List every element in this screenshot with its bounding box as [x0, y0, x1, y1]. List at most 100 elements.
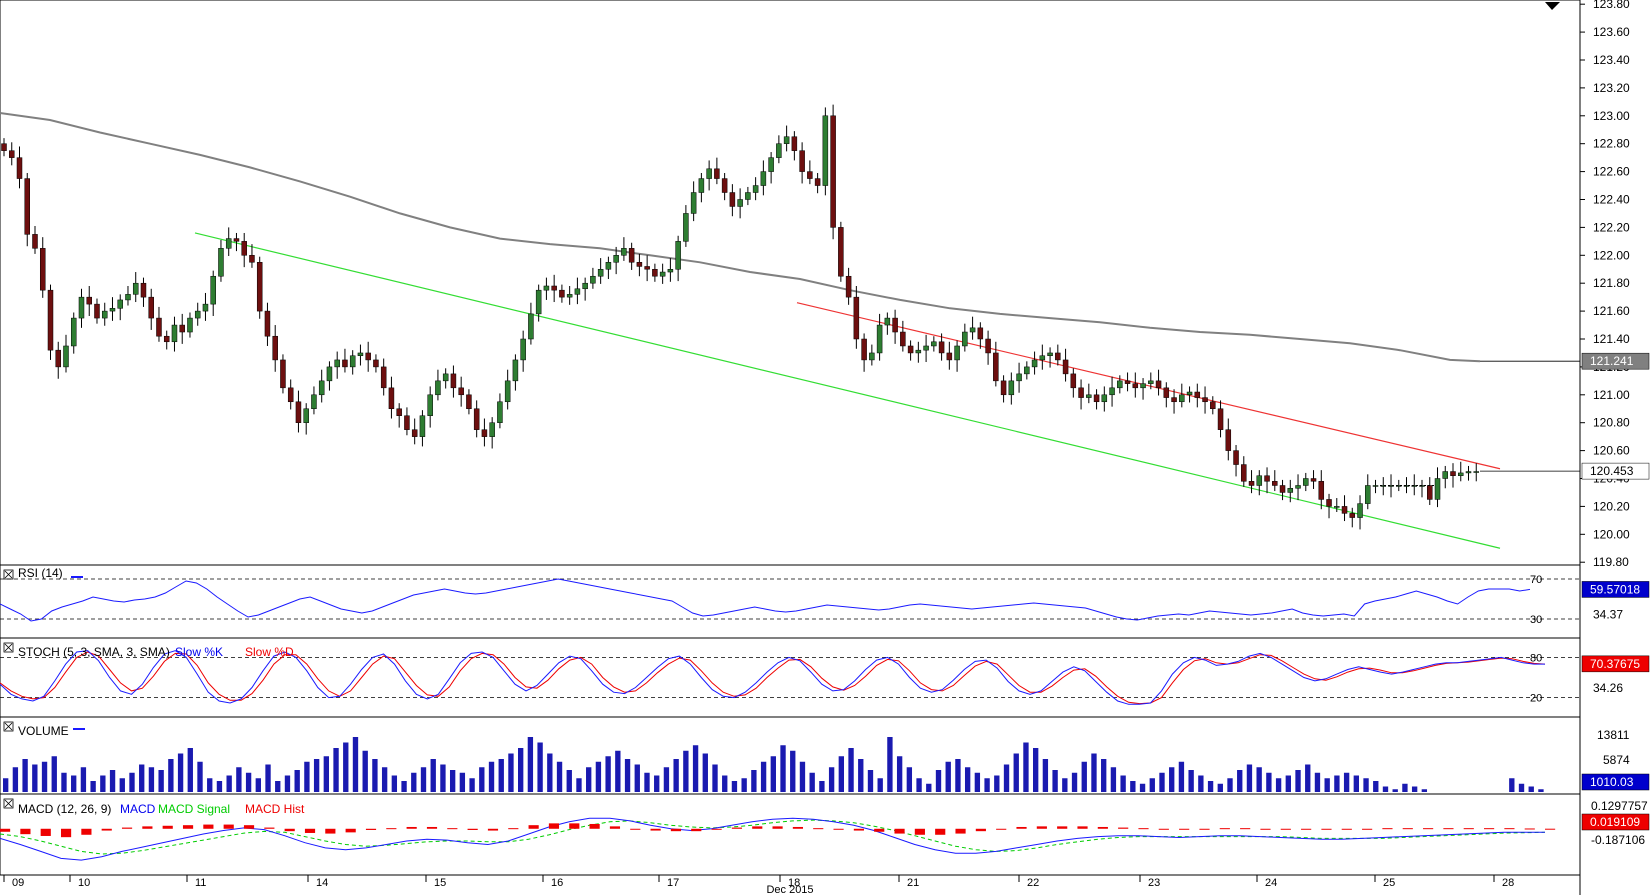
macd-hist-bar — [1260, 828, 1271, 830]
candle — [613, 255, 619, 263]
volume-bar — [275, 781, 281, 792]
macd-hist-bar — [548, 823, 560, 829]
candle — [1194, 391, 1201, 398]
macd-hist-bar — [955, 828, 966, 834]
volume-bar — [323, 756, 330, 792]
candle — [70, 317, 77, 347]
candle — [47, 289, 54, 351]
macd-signal-line — [0, 819, 1546, 855]
volume-bar — [867, 770, 874, 792]
rsi-panel-frame — [0, 564, 1581, 639]
macd-hist-bar — [1077, 826, 1088, 829]
macd-hist-bar — [792, 826, 803, 829]
macd-hist-bar — [691, 828, 702, 832]
rsi-value-label: 59.57018 — [1590, 582, 1640, 596]
macd-hist-bar — [345, 828, 356, 833]
candle — [535, 289, 542, 315]
volume-bar — [80, 767, 87, 792]
macd-hist-bar — [1179, 828, 1190, 830]
macd-hist-bar — [243, 825, 255, 829]
candle — [24, 178, 30, 235]
macd-hist-bar — [1545, 828, 1556, 830]
x-tick-label: 21 — [907, 877, 919, 889]
candle — [295, 401, 302, 423]
stoch-value-label: 70.37675 — [1590, 657, 1640, 671]
volume-bar — [1275, 778, 1282, 792]
volume-bar — [1334, 775, 1340, 792]
volume-bar — [1343, 772, 1350, 792]
y-tick-label: 123.00 — [1593, 109, 1630, 123]
macd-hist-bar — [467, 828, 478, 830]
macd-hist-bar — [1016, 826, 1027, 829]
stoch-legend-slow-k: Slow %K — [175, 645, 223, 659]
volume-bar — [1207, 781, 1214, 792]
candle — [1256, 475, 1263, 486]
candle — [551, 285, 557, 291]
volume-bar — [381, 767, 388, 792]
candle — [504, 380, 511, 403]
macd-hist-bar — [975, 828, 986, 832]
candle — [442, 373, 449, 382]
candle — [1272, 481, 1278, 486]
macd-hist-bar — [1524, 828, 1535, 830]
candle — [1427, 485, 1433, 500]
candle — [210, 275, 216, 305]
macd-hist-bar — [1138, 828, 1149, 830]
candle — [1241, 464, 1247, 482]
volume-bar — [537, 742, 543, 792]
volume-bar — [22, 759, 28, 792]
candle — [1024, 366, 1030, 375]
candle — [1287, 488, 1294, 493]
macd-hist-bar — [162, 825, 173, 829]
moving-average-line — [0, 112, 1481, 363]
macd-hist-bar — [101, 828, 112, 831]
candle — [1109, 387, 1115, 396]
candle — [241, 241, 247, 256]
y-tick-label: 120.00 — [1593, 527, 1630, 541]
candle — [861, 338, 867, 361]
candle — [1310, 478, 1317, 482]
volume-bar — [1033, 748, 1039, 792]
volume-bar — [1227, 778, 1233, 792]
macd-hist-bar — [325, 828, 336, 834]
volume-bar — [479, 767, 485, 792]
macd-hist-bar — [1097, 826, 1108, 829]
volume-bar — [1149, 778, 1155, 792]
macd-hist-bar — [1036, 826, 1047, 829]
candle — [202, 303, 209, 312]
resistance-trend-line — [796, 302, 1501, 470]
y-tick-label: 122.60 — [1593, 165, 1630, 179]
macd-hist-bar — [630, 828, 641, 830]
candle — [985, 338, 991, 354]
volume-bar — [896, 756, 903, 792]
candle — [132, 282, 139, 295]
volume-bar — [547, 753, 553, 792]
volume-bar — [362, 750, 368, 792]
volume-bar — [780, 745, 786, 792]
volume-bar — [1178, 761, 1185, 792]
volume-bar — [809, 772, 815, 792]
volume-bar — [887, 737, 893, 792]
stoch-level-label: 20 — [1530, 693, 1542, 705]
candle — [1055, 352, 1061, 361]
candle — [396, 408, 402, 416]
x-tick-label: 28 — [1502, 877, 1514, 889]
candle — [39, 248, 46, 291]
candle — [473, 408, 480, 430]
macd-hist-bar — [813, 828, 824, 830]
volume-bar — [877, 778, 883, 792]
y-tick-label: 123.60 — [1593, 25, 1630, 39]
volume-bar — [245, 772, 252, 792]
macd-hist-bar — [1362, 828, 1373, 830]
candle — [938, 341, 945, 354]
volume-bar — [158, 770, 164, 792]
candle — [884, 317, 891, 326]
volume-bar — [935, 770, 942, 792]
volume-value-label-box — [1581, 773, 1650, 791]
volume-bar — [828, 767, 835, 792]
macd-hist-bar — [589, 823, 600, 829]
x-tick-label: 23 — [1148, 877, 1160, 889]
volume-bar — [430, 759, 436, 792]
rsi-title: RSI (14) — [18, 566, 63, 580]
candle — [1086, 394, 1092, 398]
